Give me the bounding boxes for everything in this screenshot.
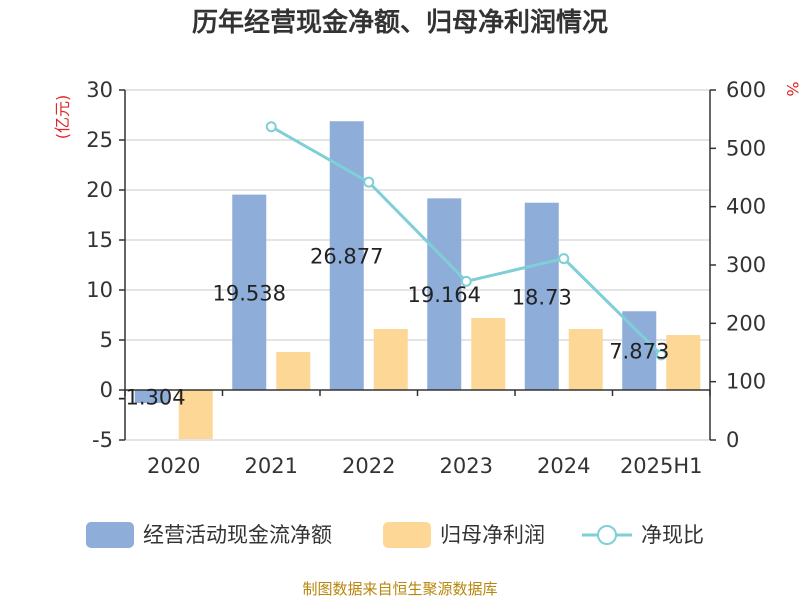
left-tick-label: -5 <box>92 428 113 452</box>
legend-label-cash-flow: 经营活动现金流净额 <box>143 523 332 547</box>
chart-title: 历年经营现金净额、归母净利润情况 <box>192 7 608 38</box>
legend-swatch-cash-flow <box>86 522 134 548</box>
right-tick-label: 100 <box>726 370 766 394</box>
cash-flow-value-label: 26.877 <box>310 245 383 269</box>
net-profit-bar <box>666 335 701 390</box>
cash-flow-bar <box>427 198 462 390</box>
source-note: 制图数据来自恒生聚源数据库 <box>302 580 497 598</box>
ratio-point <box>265 121 277 133</box>
net-profit-bar <box>568 329 603 390</box>
x-tick-label: 2023 <box>440 454 493 478</box>
legend-marker-ratio <box>597 525 617 545</box>
right-axis-ticks: 0 100 200 300 400 500 600 <box>710 78 766 452</box>
left-tick-label: 10 <box>86 278 113 302</box>
right-tick-label: 400 <box>726 195 766 219</box>
left-tick-label: 20 <box>86 178 113 202</box>
cash-flow-bar <box>524 202 559 390</box>
net-profit-bar <box>471 318 506 390</box>
ratio-line <box>265 121 667 361</box>
bar-value-labels: -1.304 19.538 26.877 19.164 18.73 7.873 <box>118 245 669 410</box>
net-profit-bar <box>373 329 408 390</box>
right-axis-unit: % <box>783 81 800 96</box>
right-tick-label: 300 <box>726 253 766 277</box>
right-tick-label: 600 <box>726 78 766 102</box>
cash-flow-bar <box>622 311 657 390</box>
x-tick-label: 2024 <box>537 454 590 478</box>
left-axis-unit: (亿元) <box>53 95 72 140</box>
x-tick-label: 2022 <box>342 454 395 478</box>
x-tick-label: 2020 <box>147 454 200 478</box>
left-tick-label: 15 <box>86 228 113 252</box>
left-axis-ticks: -5 0 5 10 15 20 25 30 <box>86 78 125 452</box>
legend-swatch-net-profit <box>383 522 431 548</box>
cash-flow-bar <box>329 121 364 390</box>
bars <box>134 121 701 439</box>
legend: 经营活动现金流净额 归母净利润 净现比 <box>86 522 704 548</box>
x-tick-label: 2025H1 <box>620 454 703 478</box>
right-tick-label: 0 <box>726 428 739 452</box>
right-tick-label: 200 <box>726 311 766 335</box>
cash-flow-value-label: -1.304 <box>118 386 186 410</box>
right-tick-label: 500 <box>726 136 766 160</box>
cash-flow-bar <box>232 194 267 390</box>
net-profit-bar <box>276 352 311 390</box>
cash-flow-bar <box>134 390 169 404</box>
x-tick-label: 2021 <box>245 454 298 478</box>
ratio-point <box>363 176 375 188</box>
ratio-point <box>558 253 570 265</box>
x-axis-ticks: 2020 2021 2022 2023 2024 2025H1 <box>124 390 711 478</box>
ratio-point <box>460 275 472 287</box>
cash-flow-value-label: 19.164 <box>408 283 481 307</box>
legend-label-net-profit: 归母净利润 <box>440 523 545 547</box>
legend-label-ratio: 净现比 <box>641 523 704 547</box>
left-tick-label: 30 <box>86 78 113 102</box>
ratio-point <box>655 349 667 361</box>
left-tick-label: 25 <box>86 128 113 152</box>
cash-flow-value-label: 18.73 <box>512 285 572 309</box>
cash-flow-value-label: 7.873 <box>609 340 669 364</box>
left-tick-label: 0 <box>100 378 113 402</box>
left-tick-label: 5 <box>100 328 113 352</box>
net-profit-bar <box>178 390 213 439</box>
cash-flow-value-label: 19.538 <box>213 281 286 305</box>
